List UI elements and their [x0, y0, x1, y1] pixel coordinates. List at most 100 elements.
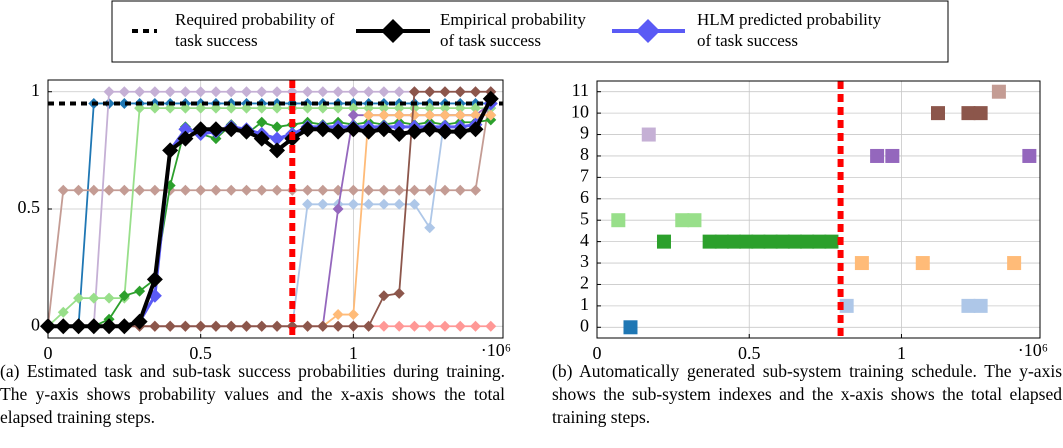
data-point	[134, 285, 146, 297]
schedule-block	[800, 234, 815, 249]
y-tick-label: 0.5	[18, 197, 41, 217]
schedule-block	[1022, 148, 1037, 163]
data-point	[332, 309, 344, 321]
y-tick-label: 1	[580, 294, 589, 314]
schedule-block	[787, 234, 802, 249]
x-tick-label: 0	[44, 343, 53, 363]
data-point	[424, 86, 436, 98]
data-point	[118, 86, 130, 98]
data-point	[164, 320, 176, 332]
data-point	[149, 320, 161, 332]
x-multiplier: ·10⁶	[1018, 340, 1048, 360]
data-point	[162, 142, 179, 159]
data-point	[240, 320, 252, 332]
data-point	[439, 184, 451, 196]
data-point	[101, 318, 118, 335]
data-point	[467, 121, 484, 138]
x-tick-label: 1	[349, 343, 358, 363]
schedule-block	[623, 320, 638, 335]
schedule-block	[751, 234, 766, 249]
data-point	[256, 184, 268, 196]
data-point	[408, 184, 420, 196]
data-point	[299, 121, 316, 138]
data-point	[225, 184, 237, 196]
data-point	[225, 86, 237, 98]
data-point	[393, 320, 405, 332]
data-point	[269, 142, 286, 159]
data-point	[424, 222, 436, 234]
data-point	[85, 318, 102, 335]
data-point	[57, 184, 69, 196]
data-point	[270, 131, 285, 146]
x-multiplier: ·10⁶	[481, 340, 511, 360]
data-point	[347, 184, 359, 196]
plot-frame	[596, 80, 1041, 339]
data-point	[177, 130, 194, 147]
schedule-block	[915, 256, 930, 271]
schedule-block	[870, 148, 885, 163]
data-point	[271, 121, 283, 133]
schedule-block	[1007, 256, 1022, 271]
data-point	[363, 109, 375, 121]
data-point	[210, 133, 222, 145]
data-point	[470, 320, 482, 332]
data-point	[302, 184, 314, 196]
schedule-block	[854, 256, 869, 271]
data-point	[378, 184, 390, 196]
schedule-block	[961, 106, 976, 121]
data-point	[485, 320, 497, 332]
x-tick-label: 0.5	[738, 343, 761, 363]
data-point	[179, 320, 191, 332]
data-point	[347, 109, 359, 121]
data-point	[391, 125, 408, 142]
y-tick-label: 6	[580, 187, 589, 207]
data-point	[302, 198, 314, 210]
y-tick-label: 0	[31, 314, 40, 334]
data-point	[408, 320, 420, 332]
y-tick-label: 2	[580, 273, 589, 293]
data-point	[421, 121, 438, 138]
data-point	[103, 86, 115, 98]
data-point	[55, 318, 72, 335]
y-tick-label: 5	[580, 208, 589, 228]
data-point	[195, 320, 207, 332]
data-point	[73, 292, 85, 304]
data-point	[57, 306, 69, 318]
data-point	[271, 184, 283, 196]
data-point	[317, 184, 329, 196]
data-point	[317, 198, 329, 210]
data-point	[240, 86, 252, 98]
schedule-block	[675, 213, 690, 228]
data-point	[210, 184, 222, 196]
data-point	[393, 86, 405, 98]
schedule-block	[763, 234, 778, 249]
y-tick-label: 8	[580, 144, 589, 164]
data-point	[347, 309, 359, 321]
legend-label: Required probability of task success	[175, 10, 335, 50]
data-point	[393, 184, 405, 196]
data-point	[347, 320, 359, 332]
data-point	[439, 109, 451, 121]
data-point	[424, 109, 436, 121]
data-point	[179, 86, 191, 98]
data-point	[347, 86, 359, 98]
data-point	[195, 86, 207, 98]
data-point	[378, 320, 390, 332]
data-point	[103, 292, 115, 304]
data-point	[363, 86, 375, 98]
plot-frame	[47, 79, 504, 339]
y-tick-label: 10	[571, 101, 589, 121]
y-tick-label: 9	[580, 123, 589, 143]
data-point	[210, 86, 222, 98]
data-point	[131, 313, 148, 330]
data-point	[470, 109, 482, 121]
data-point	[134, 86, 146, 98]
data-point	[210, 320, 222, 332]
data-point	[116, 318, 133, 335]
legend-marker	[636, 19, 660, 43]
data-point	[302, 320, 314, 332]
schedule-block	[687, 213, 702, 228]
data-point	[393, 198, 405, 210]
data-point	[406, 123, 423, 140]
